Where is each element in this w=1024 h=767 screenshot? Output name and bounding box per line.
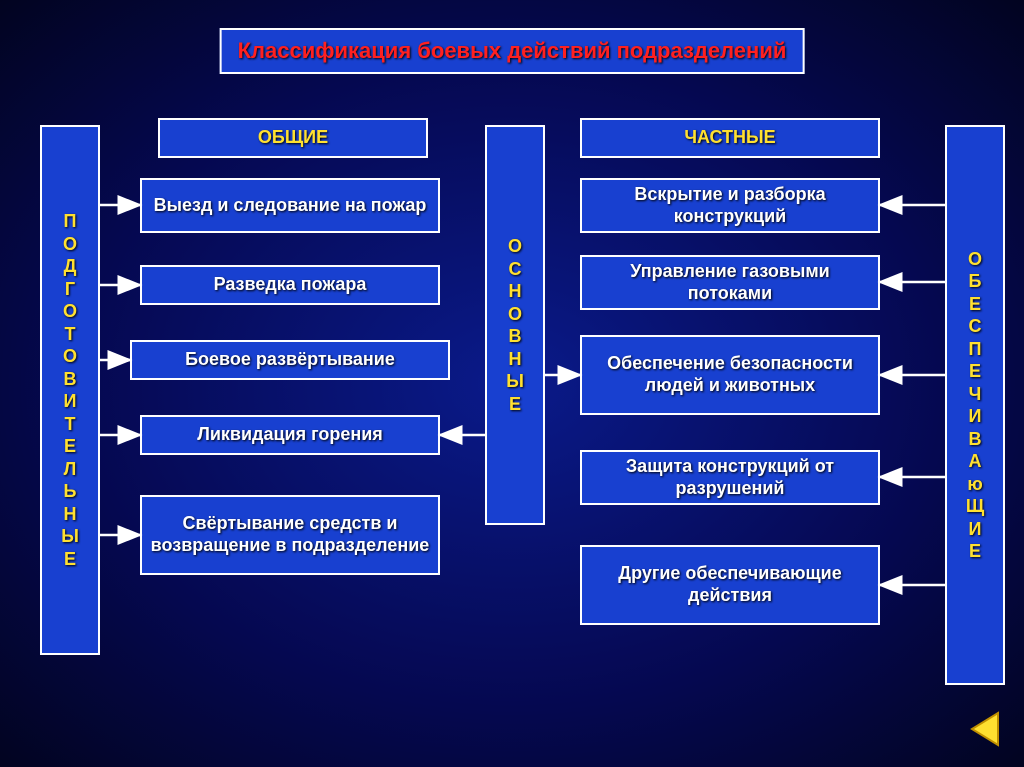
private-item: Управление газовыми потоками [580, 255, 880, 310]
general-item: Свёртывание средств и возвращение в подр… [140, 495, 440, 575]
nav-back-icon[interactable] [966, 709, 1006, 749]
general-item: Выезд и следование на пожар [140, 178, 440, 233]
general-item: Разведка пожара [140, 265, 440, 305]
column-supporting: ОБЕСПЕЧИВАюЩИЕ [945, 125, 1005, 685]
general-item: Боевое развёртывание [130, 340, 450, 380]
diagram-title: Классификация боевых действий подразделе… [220, 28, 805, 74]
column-main: ОСНОВНЫЕ [485, 125, 545, 525]
private-item: Защита конструкций от разрушений [580, 450, 880, 505]
general-item: Ликвидация горения [140, 415, 440, 455]
private-item: Обеспечение безопасности людей и животны… [580, 335, 880, 415]
header-private: ЧАСТНЫЕ [580, 118, 880, 158]
private-item: Другие обеспечивающие действия [580, 545, 880, 625]
column-preparatory: ПОДГОТОВИТЕЛЬНЫЕ [40, 125, 100, 655]
private-item: Вскрытие и разборка конструкций [580, 178, 880, 233]
header-general: ОБЩИЕ [158, 118, 428, 158]
